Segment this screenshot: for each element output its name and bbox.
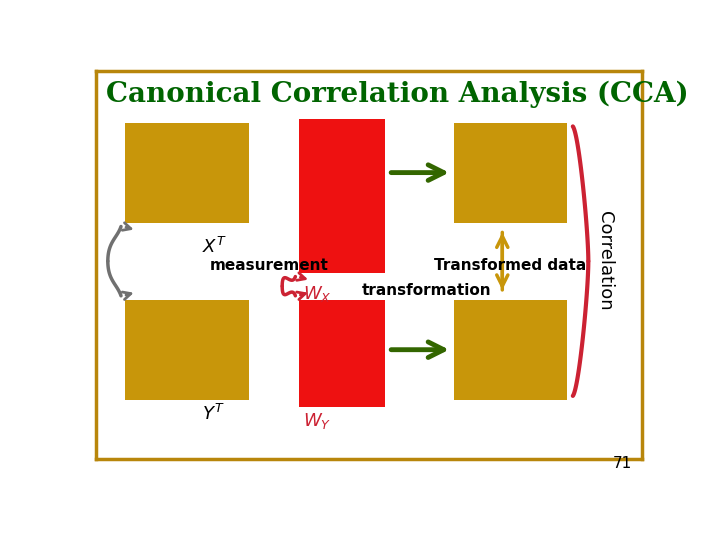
Text: 71: 71	[613, 456, 632, 470]
Bar	[454, 300, 567, 400]
Bar	[125, 123, 249, 222]
Text: measurement: measurement	[210, 258, 329, 273]
Text: Canonical Correlation Analysis (CCA): Canonical Correlation Analysis (CCA)	[106, 80, 688, 108]
Text: $W_Y$: $W_Y$	[303, 411, 331, 431]
Text: transformation: transformation	[361, 282, 491, 298]
Text: Correlation: Correlation	[596, 211, 614, 311]
Text: $X^T$: $X^T$	[202, 237, 228, 256]
Text: $Y^T$: $Y^T$	[202, 403, 225, 424]
Text: $W_X$: $W_X$	[303, 284, 332, 304]
Bar	[300, 300, 384, 408]
Bar	[454, 123, 567, 222]
Bar	[125, 300, 249, 400]
Text: Transformed data: Transformed data	[434, 258, 586, 273]
Bar	[300, 119, 384, 273]
